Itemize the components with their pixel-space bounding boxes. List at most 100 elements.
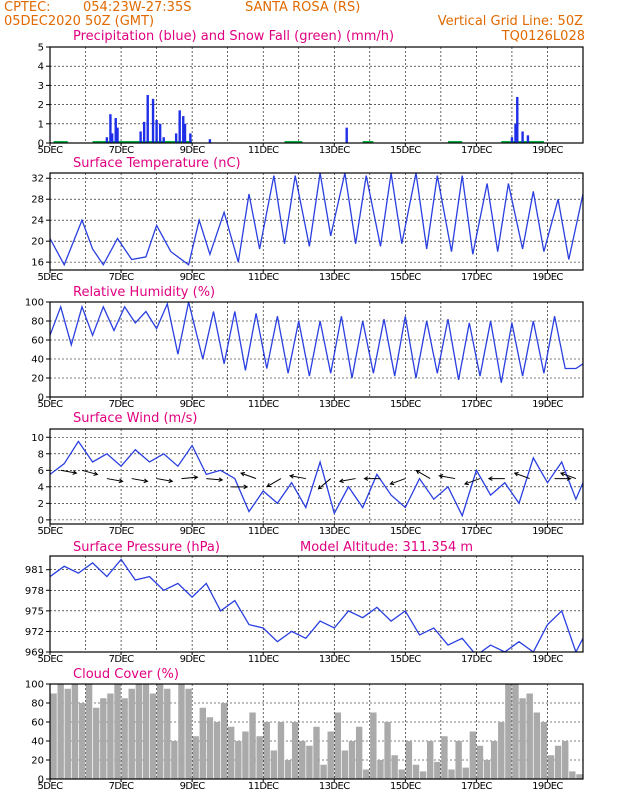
cloud-bar	[412, 764, 420, 779]
humidity-xtick-label: 11DEC	[248, 399, 279, 410]
temperature-title: Surface Temperature (nC)	[73, 156, 241, 171]
precip-xtick-label: 15DEC	[390, 145, 421, 156]
temperature-xtick-label: 17DEC	[461, 272, 492, 283]
cloud-bar	[135, 684, 143, 779]
pressure-plot-area	[50, 558, 583, 652]
cloud-xtick-label: 13DEC	[319, 781, 350, 792]
humidity-ytick-label: 60	[31, 336, 44, 347]
wind-arrow	[156, 478, 174, 484]
cloud-bar	[341, 750, 349, 779]
header-station: SANTA ROSA (RS)	[245, 0, 360, 15]
wind-arrow	[231, 484, 249, 490]
pressure-xtick-label: 11DEC	[248, 654, 279, 665]
wind-plot-area	[50, 440, 583, 518]
cloud-bar	[228, 726, 235, 779]
pressure-ytick-label: 969	[25, 648, 44, 659]
wind-ytick-label: 2	[38, 499, 44, 510]
cloud-ytick-label: 0	[38, 775, 44, 786]
cloud-bar	[263, 722, 270, 779]
cloud-bar	[363, 769, 370, 779]
cloud-bar	[526, 693, 533, 779]
wind-arrow	[338, 478, 356, 484]
cloud-bar	[462, 767, 469, 779]
cloud-bar	[448, 769, 455, 779]
wind-xtick-label: 7DEC	[109, 526, 135, 537]
cloud-bar	[277, 722, 285, 779]
cloud-bar	[405, 741, 413, 779]
precip-xtick-label: 19DEC	[532, 145, 563, 156]
temperature-xtick-label: 15DEC	[390, 272, 421, 283]
humidity-ytick-label: 100	[25, 298, 44, 309]
cloud-bar	[185, 688, 192, 779]
cloud-bar	[334, 712, 342, 779]
wind-arrow	[438, 474, 456, 480]
precip-bar	[514, 123, 517, 143]
precip-xtick-label: 9DEC	[180, 145, 206, 156]
wind-series-line	[50, 440, 583, 518]
precip-plot-area	[53, 95, 544, 143]
precip-bar	[146, 95, 149, 143]
wind-ytick-label: 6	[38, 466, 44, 477]
pressure-series-line	[50, 558, 583, 652]
cloud-bar	[519, 698, 526, 779]
header-code: TQ0126L028	[501, 29, 585, 44]
precip-title: Precipitation (blue) and Snow Fall (gree…	[73, 29, 394, 44]
cloud-bar	[355, 726, 363, 779]
cloud-bar	[391, 755, 398, 779]
cloud-bar	[156, 684, 164, 779]
precip-ytick-label: 5	[38, 43, 44, 54]
cloud-bar	[306, 745, 313, 779]
cloud-xtick-label: 7DEC	[109, 781, 135, 792]
cloud-ytick-label: 100	[25, 680, 44, 691]
humidity-xtick-label: 5DEC	[38, 399, 64, 410]
cloud-bar	[562, 741, 569, 779]
cloud-bar	[85, 684, 93, 779]
cloud-ytick-label: 60	[31, 718, 44, 729]
humidity-ytick-label: 80	[31, 317, 44, 328]
cloud-bar	[107, 693, 114, 779]
precip-panel: 0 1 2 3 4 5 5DEC 7DEC 9DEC 11DEC 13DEC 15DEC 17DEC 19…	[38, 43, 584, 156]
wind-xtick-label: 13DEC	[319, 526, 350, 537]
cloud-ytick-label: 20	[31, 756, 44, 767]
precip-bar	[189, 133, 192, 143]
humidity-plot-area	[50, 302, 583, 383]
cloud-bar	[149, 693, 157, 779]
wind-arrow	[363, 476, 381, 481]
cloud-bar	[206, 717, 214, 779]
cloud-bar	[128, 688, 135, 779]
humidity-frame	[49, 301, 584, 398]
precip-frame	[49, 46, 584, 144]
precip-xtick-label: 5DEC	[38, 145, 64, 156]
cloud-bar	[427, 741, 434, 779]
temperature-xtick-label: 9DEC	[180, 272, 206, 283]
temperature-series-line	[50, 173, 583, 267]
precip-xtick-label: 13DEC	[319, 145, 350, 156]
precip-bar	[162, 137, 165, 143]
wind-arrow	[240, 471, 257, 480]
cloud-xtick-label: 15DEC	[390, 781, 421, 792]
pressure-frame	[49, 555, 584, 653]
humidity-series-line	[50, 302, 583, 383]
humidity-ytick-label: 40	[31, 355, 44, 366]
pressure-ytick-label: 981	[25, 565, 44, 576]
cloud-xtick-label: 9DEC	[180, 781, 206, 792]
wind-arrow	[389, 478, 406, 486]
cloud-bar	[213, 722, 221, 779]
cloud-bar	[469, 731, 477, 779]
cloud-bar	[256, 736, 263, 779]
pressure-xtick-label: 13DEC	[319, 654, 350, 665]
cloud-bar	[377, 760, 384, 779]
cloud-bar	[313, 726, 320, 779]
precip-bar	[116, 127, 119, 143]
wind-ytick-label: 8	[38, 449, 44, 460]
pressure-altitude-annotation: Model Altitude: 311.354 m	[300, 540, 473, 555]
wind-arrow	[487, 476, 505, 481]
cloud-bar	[483, 760, 491, 779]
humidity-xtick-label: 9DEC	[180, 399, 206, 410]
cloud-bar	[490, 741, 498, 779]
cloud-bar	[92, 707, 100, 779]
cloud-bar	[249, 712, 256, 779]
precip-ytick-label: 1	[38, 119, 44, 130]
precip-xtick-label: 17DEC	[461, 145, 492, 156]
cloud-bar	[242, 731, 249, 779]
